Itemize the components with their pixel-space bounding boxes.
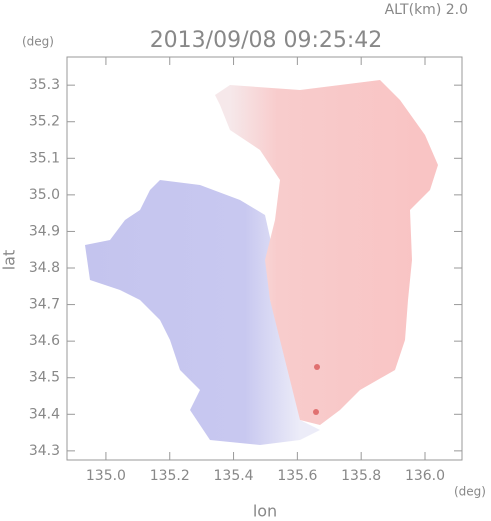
plot-frame <box>66 56 463 461</box>
x-unit: (deg) <box>454 485 486 499</box>
x-tick-label: 135.6 <box>277 468 317 484</box>
echo-spot <box>313 409 319 415</box>
y-tick-label: 35.0 <box>29 187 60 203</box>
x-tick-label: 135.0 <box>86 468 126 484</box>
x-tick-label: 135.4 <box>214 468 254 484</box>
chart-title: 2013/09/08 09:25:42 <box>150 28 383 53</box>
y-tick-label: 34.4 <box>29 406 60 422</box>
x-tick-label: 135.8 <box>341 468 381 484</box>
negative-velocity-region <box>85 180 320 445</box>
y-unit: (deg) <box>22 35 54 49</box>
y-tick-label: 35.3 <box>29 77 60 93</box>
x-axis-label: lon <box>253 502 277 521</box>
y-tick-label: 35.2 <box>29 114 60 130</box>
y-tick-label: 35.1 <box>29 150 60 166</box>
echo-spot <box>314 364 320 370</box>
altitude-label: ALT(km) 2.0 <box>385 2 468 18</box>
y-tick-label: 34.3 <box>29 443 60 459</box>
y-tick-label: 34.8 <box>29 260 60 276</box>
x-tick-label: 135.2 <box>150 468 190 484</box>
y-tick-label: 34.5 <box>29 370 60 386</box>
y-axis-label: lat <box>0 250 19 271</box>
y-tick-label: 34.7 <box>29 297 60 313</box>
x-tick-label: 136.0 <box>405 468 445 484</box>
y-tick-label: 34.6 <box>29 333 60 349</box>
y-tick-label: 34.9 <box>29 223 60 239</box>
radar-field <box>85 80 438 445</box>
positive-velocity-region <box>215 80 438 425</box>
